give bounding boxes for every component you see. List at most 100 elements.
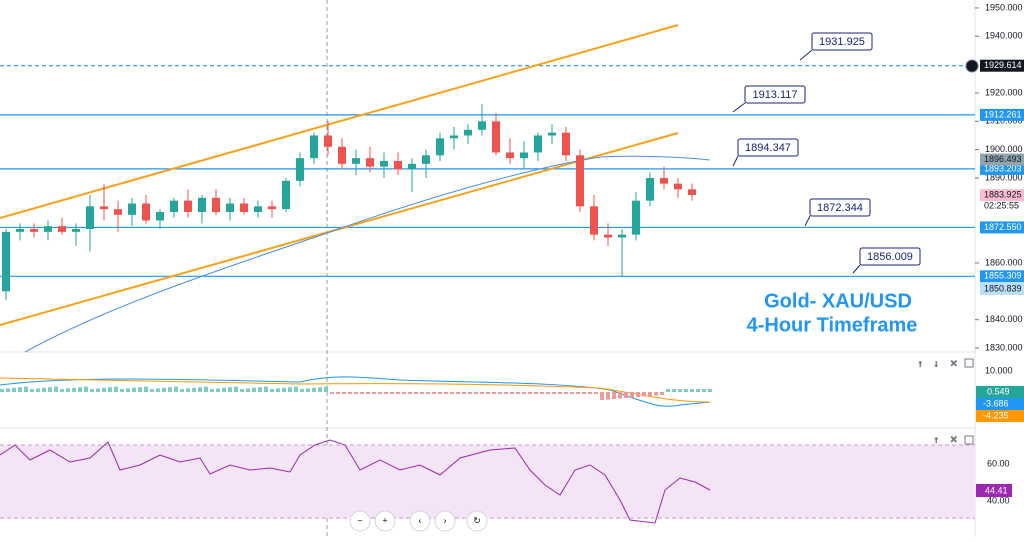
label-bg (976, 484, 1012, 497)
macd-histogram (300, 389, 304, 392)
pane-maximize[interactable] (964, 435, 974, 445)
label-bg (976, 410, 1024, 422)
macd-histogram (246, 388, 250, 392)
moving-average (24, 155, 711, 353)
price-label: 1912.261 (984, 109, 1022, 119)
macd-histogram (408, 392, 412, 394)
scroll-right[interactable] (434, 510, 456, 532)
zoom-in[interactable] (374, 510, 396, 532)
price-label-bg (980, 270, 1024, 283)
macd-histogram (540, 392, 544, 394)
macd-histogram (498, 392, 502, 394)
macd-histogram (660, 392, 664, 395)
pane-maximize[interactable] (964, 358, 974, 368)
channel-upper (0, 24, 679, 219)
candle-body (422, 155, 430, 164)
title-line: 4-Hour Timeframe (747, 314, 918, 336)
macd-histogram (336, 392, 340, 394)
macd-histogram (450, 392, 454, 394)
y-tick-label: 1890.000 (985, 172, 1023, 182)
candle-body (534, 135, 542, 153)
macd-histogram (384, 392, 388, 394)
macd-histogram (162, 387, 166, 392)
candle-body (254, 206, 262, 212)
macd-histogram (204, 386, 208, 392)
add-button[interactable] (965, 59, 979, 73)
macd-histogram (342, 392, 346, 394)
macd-histogram (690, 389, 694, 392)
macd-histogram (438, 392, 442, 394)
candle-body (436, 138, 444, 156)
zoom-out[interactable] (349, 510, 371, 532)
macd-histogram (546, 392, 550, 394)
macd-histogram (390, 392, 394, 394)
zoom-in-icon: + (382, 515, 387, 525)
macd-histogram (414, 392, 418, 394)
macd-histogram (486, 392, 490, 394)
y-tick-label: 1900.000 (985, 144, 1023, 154)
macd-histogram (612, 392, 616, 399)
macd-histogram (552, 392, 556, 394)
macd-histogram (528, 392, 532, 394)
candle-body (240, 203, 248, 212)
macd-histogram (96, 388, 100, 392)
candle-body (324, 135, 332, 147)
macd-histogram (474, 392, 478, 394)
reset[interactable] (466, 510, 488, 532)
macd-histogram (264, 386, 268, 392)
candle-body (184, 200, 192, 212)
candle-body (506, 152, 514, 159)
macd-histogram (330, 392, 334, 394)
callout-text: 1856.009 (867, 251, 913, 263)
macd-histogram (354, 392, 358, 394)
candle-body (674, 183, 682, 190)
macd-histogram (0, 389, 4, 392)
macd-histogram (630, 392, 634, 398)
macd-histogram (348, 392, 352, 394)
macd-histogram (186, 388, 190, 392)
macd-histogram (90, 389, 94, 392)
macd-histogram (516, 392, 520, 394)
rsi-value: 44.41 (985, 485, 1008, 495)
right-icon: › (444, 515, 447, 525)
pane-close[interactable]: ✕ (950, 358, 959, 369)
candle-body (660, 177, 668, 184)
price-label-bg (980, 282, 1024, 295)
callout-box (737, 138, 799, 157)
candle-body (380, 160, 388, 167)
macd-histogram (156, 388, 160, 392)
callout-box (744, 85, 806, 104)
macd-histogram (168, 387, 172, 392)
zoom-out-icon: − (357, 515, 362, 525)
pane-up[interactable]: ↑ (918, 358, 924, 369)
macd-histogram (132, 387, 136, 392)
callout-box (809, 198, 871, 217)
pane-close[interactable]: ✕ (950, 434, 959, 445)
macd-histogram (12, 387, 16, 392)
pane-down[interactable]: ↓ (934, 358, 940, 369)
macd-histogram (456, 392, 460, 394)
macd-histogram (624, 392, 628, 398)
candle-body (604, 234, 612, 238)
macd-histogram (360, 392, 364, 394)
price-label: 1896.493 (984, 154, 1022, 164)
macd-histogram (150, 389, 154, 392)
scroll-left[interactable] (409, 510, 431, 532)
macd-histogram (648, 392, 652, 396)
macd-histogram (510, 392, 514, 394)
macd-histogram (216, 388, 220, 392)
macd-histogram (594, 392, 598, 394)
callout-text: 1931.925 (819, 36, 865, 48)
candle-body (688, 189, 696, 195)
macd-histogram (606, 392, 610, 400)
y-tick-label: 1840.000 (985, 314, 1023, 324)
candle-body (352, 158, 360, 164)
macd-histogram (138, 387, 142, 392)
price-label-bg (980, 162, 1024, 175)
macd-histogram (600, 392, 604, 400)
macd-histogram (42, 387, 46, 392)
candle-body (576, 155, 584, 207)
pane-up[interactable]: ↑ (934, 434, 940, 445)
